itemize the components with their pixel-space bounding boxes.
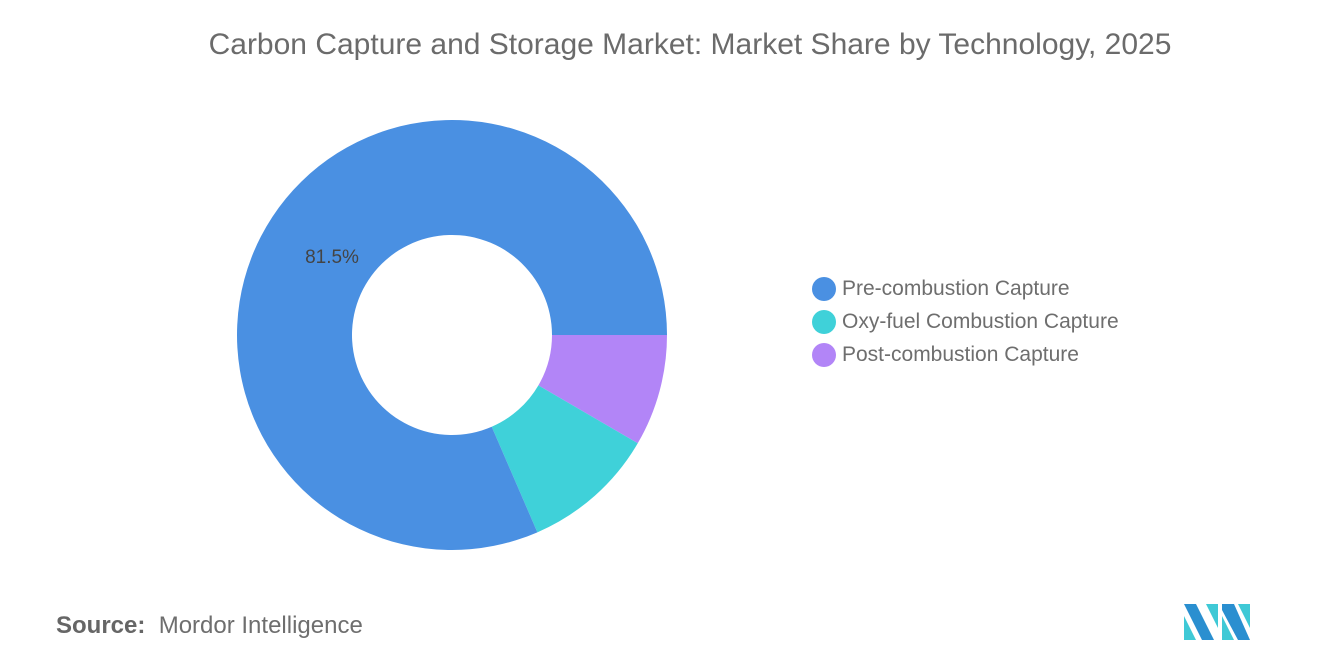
donut-chart: 81.5%	[237, 119, 668, 550]
legend-swatch-icon	[812, 309, 836, 334]
legend-item: Oxy-fuel Combustion Capture	[812, 305, 1119, 338]
source-note: Source: Mordor Intelligence	[56, 612, 363, 640]
source-label: Source:	[56, 612, 146, 639]
legend-item: Post-combustion Capture	[812, 338, 1119, 371]
source-value: Mordor Intelligence	[158, 612, 363, 639]
slice-oxy-fuel-combustion-capture	[491, 385, 638, 533]
legend-swatch-icon	[812, 276, 836, 301]
chart-title: Carbon Capture and Storage Market: Marke…	[208, 28, 1172, 61]
legend-label: Pre-combustion Capture	[842, 276, 1070, 300]
slice-pre-combustion-capture	[237, 119, 668, 550]
legend-swatch-icon	[812, 342, 836, 367]
legend-item: Pre-combustion Capture	[812, 272, 1119, 305]
slice-post-combustion-capture	[538, 335, 667, 444]
legend-label: Post-combustion Capture	[842, 342, 1079, 366]
data-label: 81.5%	[305, 247, 359, 268]
legend-label: Oxy-fuel Combustion Capture	[842, 309, 1119, 333]
legend: Pre-combustion Capture Oxy-fuel Combusti…	[812, 272, 1119, 371]
mordor-intelligence-logo	[1184, 604, 1250, 640]
